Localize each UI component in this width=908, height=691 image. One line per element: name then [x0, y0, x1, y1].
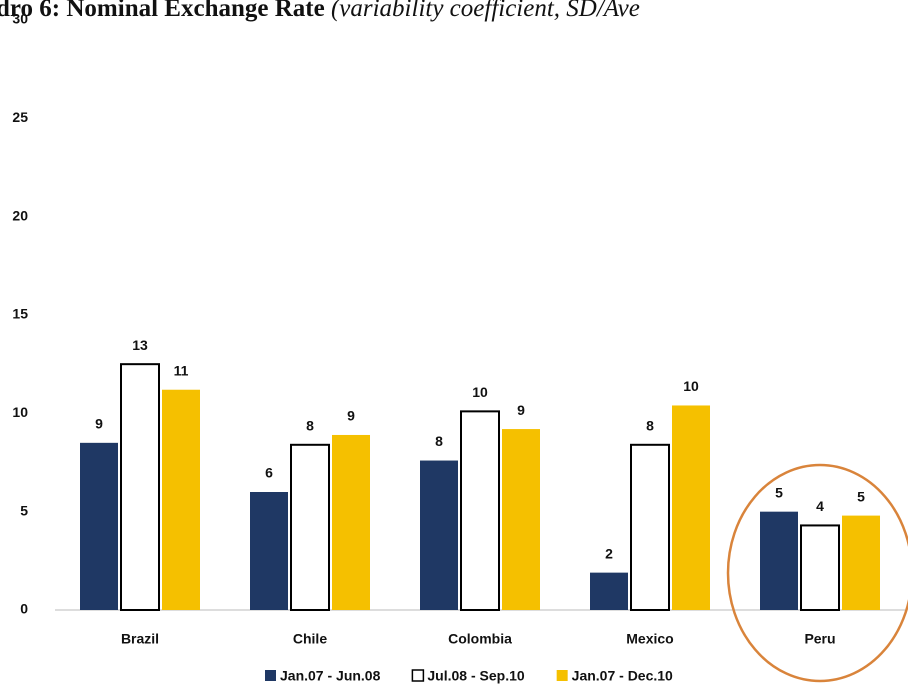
chart-subtitle: (variability coefficient, SD/Ave	[331, 0, 640, 22]
bar	[290, 443, 330, 611]
legend-swatch	[556, 670, 568, 681]
bar	[80, 442, 118, 610]
chart-title-line: dro 6: Nominal Exchange Rate (variabilit…	[0, 0, 640, 22]
bar	[672, 405, 710, 610]
data-label: 11	[174, 362, 189, 378]
bar	[760, 511, 798, 610]
x-tick-label: Brazil	[121, 631, 159, 647]
legend-swatch	[411, 669, 425, 682]
data-label: 10	[683, 378, 699, 394]
data-label: 10	[472, 384, 488, 400]
chart-title: dro 6: Nominal Exchange Rate	[0, 0, 325, 22]
y-tick-label: 30	[12, 11, 28, 27]
y-tick-label: 20	[12, 207, 28, 223]
data-label: 9	[517, 402, 525, 418]
bar	[250, 492, 288, 610]
bar	[420, 460, 458, 610]
x-tick-label: Peru	[804, 631, 835, 647]
y-tick-label: 10	[12, 404, 28, 420]
highlight-circle	[726, 463, 908, 683]
data-label: 4	[816, 498, 824, 514]
y-tick-label: 15	[12, 306, 28, 322]
x-tick-label: Mexico	[626, 631, 673, 647]
y-tick-label: 0	[20, 601, 28, 617]
bar	[120, 363, 160, 611]
legend-label: Jan.07 - Jun.08	[280, 668, 381, 684]
bar	[162, 389, 200, 610]
data-label: 8	[646, 418, 654, 434]
bar	[590, 572, 628, 610]
bar	[460, 410, 500, 611]
data-label: 8	[435, 433, 443, 449]
x-tick-label: Chile	[293, 631, 327, 647]
x-tick-label: Colombia	[448, 631, 512, 647]
legend-label: Jul.08 - Sep.10	[427, 668, 524, 684]
legend-swatch	[265, 670, 276, 681]
bar	[502, 429, 540, 610]
data-label: 9	[95, 416, 103, 432]
bar	[800, 524, 840, 612]
data-label: 9	[347, 408, 355, 424]
y-tick-label: 25	[12, 109, 28, 125]
data-label: 8	[306, 418, 314, 434]
data-label: 13	[132, 337, 148, 353]
data-label: 2	[605, 545, 613, 561]
bar	[842, 515, 880, 610]
legend-label: Jan.07 - Dec.10	[572, 668, 673, 684]
data-label: 6	[265, 465, 273, 481]
data-label: 5	[857, 488, 865, 504]
data-label: 5	[775, 484, 783, 500]
bar	[630, 443, 670, 611]
y-tick-label: 5	[20, 502, 28, 518]
bar	[332, 434, 370, 610]
